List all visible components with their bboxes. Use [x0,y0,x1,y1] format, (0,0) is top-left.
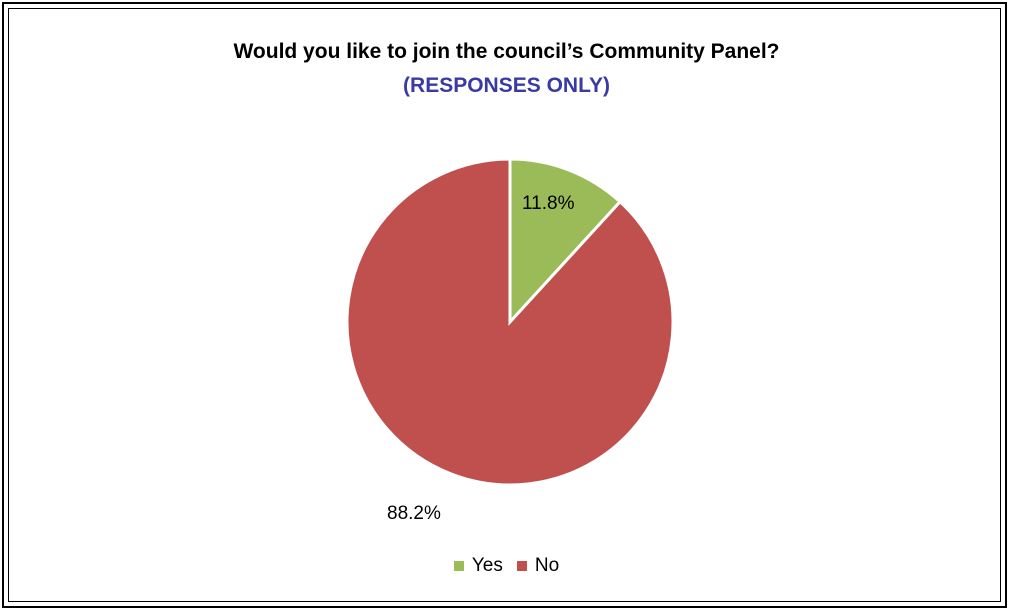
pie-slice-yes [508,157,623,326]
data-label-yes: 11.8% [522,193,575,214]
legend: Yes No [0,555,1013,577]
chart-subtitle: (RESPONSES ONLY) [403,74,610,97]
legend-swatch-no [516,561,527,571]
pie-slice-no [345,157,675,487]
chart-title: Would you like to join the council’s Com… [233,40,780,63]
data-label-no: 88.2% [387,503,441,524]
chart-area [8,8,1001,602]
legend-label-yes: Yes [471,555,503,576]
legend-label-no: No [534,555,560,576]
legend-swatch-yes [453,561,464,571]
legend-item-yes: Yes [453,555,503,577]
legend-item-no: No [516,555,560,577]
chart-outer-border [2,2,1007,608]
